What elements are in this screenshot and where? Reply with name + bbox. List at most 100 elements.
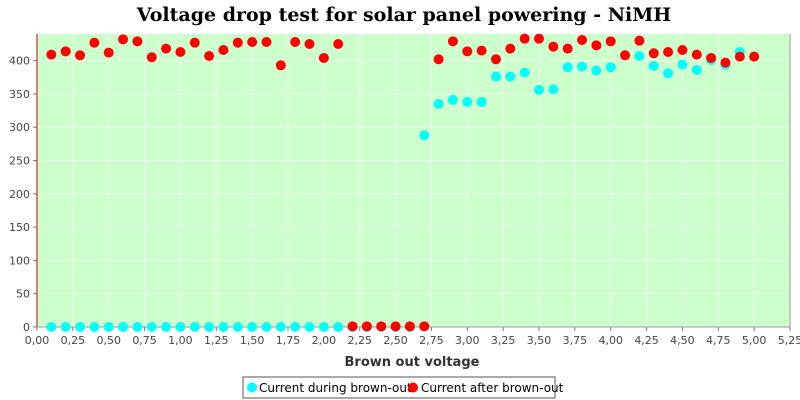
data-point — [519, 33, 530, 44]
data-point — [89, 322, 100, 332]
data-point — [347, 321, 358, 332]
data-point — [534, 84, 544, 95]
data-point — [462, 46, 473, 57]
x-tick-label: 5,25 — [778, 334, 800, 347]
data-point — [75, 50, 86, 61]
x-tick-label: 2,25 — [347, 334, 372, 347]
data-point — [261, 322, 272, 332]
data-point — [189, 322, 200, 332]
data-point — [232, 322, 243, 332]
legend-label-current-after: Current after brown-out — [421, 381, 564, 395]
y-tick-label: 250 — [9, 155, 30, 168]
x-tick-label: 1,75 — [276, 334, 301, 347]
data-point — [620, 50, 631, 61]
data-point — [261, 36, 272, 47]
data-point — [376, 321, 387, 332]
data-point — [663, 46, 674, 57]
x-tick-label: 3,75 — [563, 334, 588, 347]
data-point — [691, 49, 702, 60]
legend: Current during brown-out Current after b… — [242, 376, 564, 399]
x-tick-label: 1,00 — [168, 334, 193, 347]
x-tick-label: 2,50 — [383, 334, 408, 347]
data-point — [433, 54, 444, 65]
data-point — [476, 45, 487, 56]
data-point — [161, 322, 172, 332]
data-point — [189, 37, 200, 48]
data-point — [175, 322, 186, 332]
y-tick-label: 300 — [9, 121, 30, 134]
data-point — [562, 43, 573, 54]
x-tick-label: 1,50 — [240, 334, 265, 347]
data-point — [433, 98, 444, 109]
data-point — [46, 49, 57, 60]
data-point — [577, 34, 588, 45]
x-tick-label: 4,00 — [598, 334, 623, 347]
data-point — [390, 321, 401, 332]
data-point — [591, 65, 602, 76]
x-tick-label: 0,50 — [96, 334, 121, 347]
data-point — [505, 43, 516, 54]
data-point — [419, 321, 430, 332]
data-point — [691, 64, 702, 75]
data-point — [75, 322, 86, 332]
data-point — [89, 37, 100, 48]
data-point — [247, 36, 258, 47]
data-point — [318, 322, 329, 332]
x-tick-label: 4,25 — [634, 334, 659, 347]
data-point — [577, 61, 588, 72]
data-point — [605, 36, 616, 47]
data-point — [175, 46, 186, 57]
data-point — [749, 51, 760, 62]
y-tick-label: 150 — [9, 221, 30, 234]
data-point — [562, 62, 573, 73]
x-tick-label: 3,50 — [527, 334, 552, 347]
tick-labels: 0,00 0,25 0,50 0,75 1,00 1,25 1,50 1,75 2,00 2,25… — [9, 55, 800, 347]
x-tick-label: 3,00 — [455, 334, 480, 347]
y-tick-label: 100 — [9, 254, 30, 267]
data-point — [132, 36, 143, 47]
data-point — [232, 37, 243, 48]
x-tick-label: 3,25 — [491, 334, 516, 347]
legend-marker-current-after — [408, 382, 418, 393]
data-point — [490, 71, 501, 82]
data-point — [476, 96, 487, 107]
data-point — [591, 40, 602, 51]
data-point — [634, 35, 645, 46]
data-point — [605, 62, 616, 73]
data-point — [290, 322, 301, 332]
data-point — [706, 52, 717, 63]
x-tick-label: 2,75 — [419, 334, 444, 347]
x-tick-label: 0,00 — [25, 334, 50, 347]
data-point — [204, 50, 215, 61]
data-point — [146, 52, 157, 63]
y-tick-label: 200 — [9, 188, 30, 201]
data-point — [118, 322, 129, 332]
data-point — [118, 34, 129, 45]
data-point — [290, 36, 301, 47]
data-point — [548, 84, 559, 95]
y-tick-label: 350 — [9, 88, 30, 101]
data-point — [447, 94, 458, 105]
data-point — [361, 321, 372, 332]
data-point — [734, 51, 745, 62]
data-point — [505, 71, 516, 82]
data-point — [304, 38, 315, 49]
data-point — [161, 43, 172, 54]
data-point — [204, 322, 215, 332]
data-point — [677, 59, 688, 70]
x-axis-label: Brown out voltage — [345, 355, 480, 370]
data-point — [490, 54, 501, 65]
chart-title: Voltage drop test for solar panel poweri… — [136, 4, 672, 26]
data-point — [60, 46, 71, 57]
series-2 — [46, 33, 760, 332]
data-point — [634, 50, 645, 61]
data-point — [419, 130, 430, 141]
data-point — [132, 322, 143, 332]
data-point — [519, 67, 530, 78]
data-point — [447, 36, 458, 47]
plot-area — [37, 34, 790, 327]
data-point — [648, 48, 659, 59]
data-point — [333, 322, 344, 332]
x-tick-label: 0,25 — [61, 334, 86, 347]
